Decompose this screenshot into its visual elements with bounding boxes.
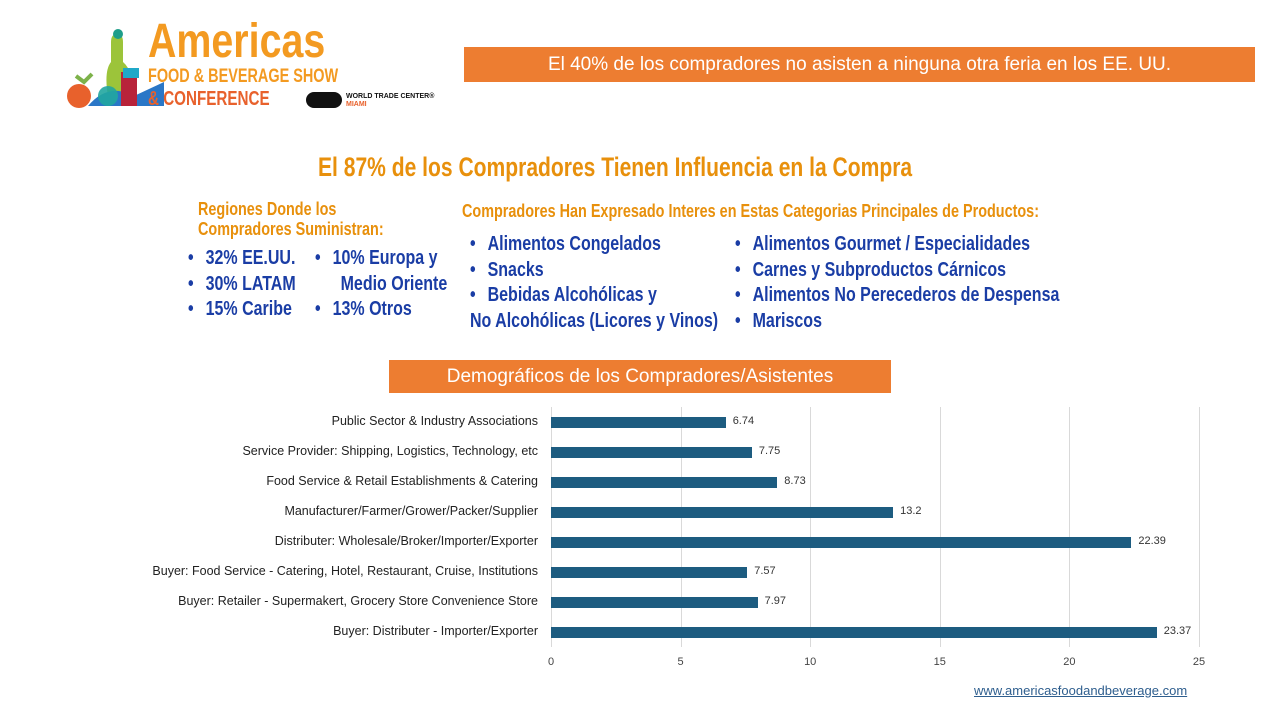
- bar: [551, 477, 778, 488]
- logo-subtitle: FOOD & BEVERAGE SHOW: [148, 66, 339, 87]
- x-tick-label: 0: [547, 656, 555, 668]
- x-tick-label: 25: [1192, 656, 1206, 668]
- value-label: 7.57: [754, 565, 776, 577]
- list-item: • Alimentos Gourmet / Especialidades: [735, 233, 1031, 255]
- list-item: • Snacks: [470, 258, 544, 281]
- list-item: • 15% Caribe: [188, 298, 292, 320]
- value-label: 7.75: [758, 445, 781, 457]
- regions-heading-line2: Compradores Suministran:: [198, 219, 384, 239]
- gridline: [551, 407, 552, 647]
- value-label: 7.97: [764, 595, 786, 607]
- wtc-city: MIAMI: [346, 101, 367, 108]
- gridline: [1069, 407, 1070, 647]
- category-label: Food Service & Retail Establishments & C…: [266, 474, 538, 488]
- list-item: • Bebidas Alcohólicas y: [470, 284, 657, 306]
- gridline: [810, 407, 811, 647]
- gridline: [1199, 407, 1200, 647]
- value-label: 6.74: [732, 415, 755, 427]
- regions-heading: Regiones Donde los Compradores Suministr…: [198, 199, 384, 239]
- categories-heading: Compradores Han Expresado Interes en Est…: [462, 201, 1039, 221]
- list-item: • Alimentos Congelados: [470, 233, 661, 255]
- bar: [551, 627, 1157, 638]
- category-label: Manufacturer/Farmer/Grower/Packer/Suppli…: [284, 504, 538, 518]
- x-tick-label: 10: [804, 656, 817, 668]
- list-item: Medio Oriente: [340, 272, 448, 295]
- bar: [551, 417, 726, 428]
- gridline: [681, 407, 682, 647]
- category-label: Buyer: Food Service - Catering, Hotel, R…: [152, 564, 538, 578]
- top-banner: El 40% de los compradores no asisten a n…: [464, 47, 1255, 82]
- website-link[interactable]: www.americasfoodandbeverage.com: [974, 683, 1188, 698]
- category-label: Buyer: Distributer - Importer/Exporter: [333, 624, 538, 638]
- category-label: Public Sector & Industry Associations: [331, 414, 538, 428]
- categories-list-2: • Alimentos Gourmet / Especialidades • Car…: [735, 232, 1059, 334]
- gridline: [940, 407, 941, 647]
- value-label: 22.39: [1138, 535, 1166, 547]
- list-item: No Alcohólicas (Licores y Vinos): [470, 309, 719, 332]
- logo-conference: & CONFERENCE: [148, 88, 270, 110]
- category-label: Service Provider: Shipping, Logistics, T…: [242, 444, 538, 458]
- value-label: 8.73: [784, 475, 806, 487]
- bar: [551, 447, 752, 458]
- list-item: • 10% Europa y: [315, 247, 438, 269]
- x-tick-label: 20: [1063, 656, 1076, 668]
- list-item: • Alimentos No Perecederos de Despensa: [735, 284, 1060, 306]
- food-illustration-icon: [67, 29, 164, 108]
- logo-title: Americas: [148, 15, 326, 68]
- value-label: 23.37: [1163, 625, 1192, 637]
- wtc-text: WORLD TRADE CENTER®: [346, 93, 435, 100]
- x-tick-label: 15: [933, 656, 946, 668]
- list-item: • Mariscos: [735, 309, 822, 332]
- demographics-banner: Demográficos de los Compradores/Asistent…: [389, 360, 891, 393]
- x-tick-label: 5: [677, 656, 684, 668]
- show-logo: Americas FOOD & BEVERAGE SHOW & CONFEREN…: [66, 14, 446, 114]
- bar: [551, 537, 1132, 548]
- regions-list-2: • 10% Europa y Medio Oriente • 13% Otros: [315, 246, 447, 323]
- value-label: 13.2: [900, 505, 922, 517]
- list-item: • Carnes y Subproductos Cárnicos: [735, 258, 1006, 281]
- bar: [551, 567, 748, 578]
- list-item: • 13% Otros: [315, 298, 412, 320]
- bar: [551, 597, 758, 608]
- bar: [551, 507, 894, 518]
- headline: El 87% de los Compradores Tienen Influen…: [318, 152, 913, 182]
- list-item: • 32% EE.UU.: [188, 247, 296, 269]
- list-item: • 30% LATAM: [188, 272, 296, 295]
- categories-list-1: • Alimentos Congelados • Snacks • Bebidas A…: [470, 232, 718, 334]
- regions-heading-line1: Regiones Donde los: [198, 199, 337, 219]
- category-label: Buyer: Retailer - Supermakert, Grocery S…: [178, 594, 538, 608]
- regions-list-1: • 32% EE.UU. • 30% LATAM • 15% Caribe: [188, 246, 296, 323]
- wtc-logo-icon: [306, 92, 342, 108]
- category-label: Distributer: Wholesale/Broker/Importer/E…: [274, 534, 538, 548]
